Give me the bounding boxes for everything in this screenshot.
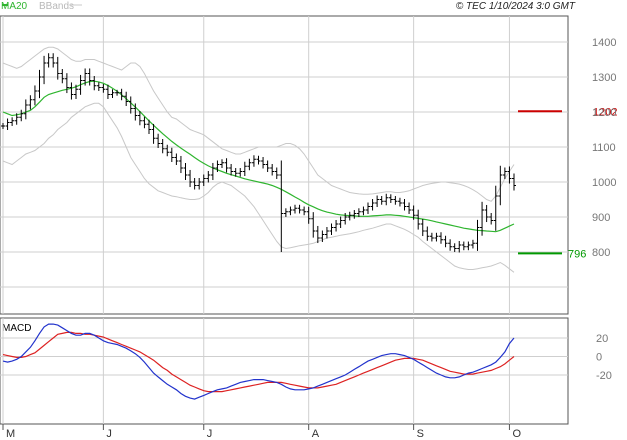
copyright-text: © TEC 1/10/2024 3:0 GMT: [456, 1, 576, 12]
price-grid: [0, 16, 568, 314]
price-tick-label: 1000: [592, 177, 616, 189]
price-panel: 1202 796 1400 1300 1200 1100 1000 900 800: [0, 15, 617, 315]
bband-upper-line: [2, 46, 515, 202]
price-tick-label: 1200: [592, 107, 616, 119]
bbands-legend-label: BBands: [39, 1, 74, 12]
month-label: M: [6, 428, 15, 440]
month-label: J: [207, 428, 213, 440]
month-label: A: [312, 428, 320, 440]
price-tick-label: 900: [592, 212, 610, 224]
ma20-legend-label: MA20: [1, 1, 28, 12]
resistance-label: 1202: [593, 106, 617, 118]
macd-panel: MACD 20 0 -20: [0, 317, 612, 425]
ohlc-bars: [1, 53, 516, 253]
month-label: S: [417, 428, 424, 440]
month-label: J: [106, 428, 112, 440]
month-label: O: [512, 428, 521, 440]
macd-y-axis: 20 0 -20: [596, 333, 612, 382]
macd-tick-label: 0: [596, 352, 602, 364]
support-label: 796: [568, 248, 586, 260]
macd-line: [2, 323, 515, 400]
bollinger-bands: [2, 46, 515, 273]
macd-lines: [2, 323, 515, 400]
macd-grid: [0, 318, 568, 424]
macd-tick-label: -20: [596, 370, 612, 382]
price-y-axis: 1400 1300 1200 1100 1000 900 800: [592, 37, 616, 259]
signal-line: [2, 331, 515, 393]
macd-tick-label: 20: [596, 333, 608, 345]
ma20-polyline: [2, 80, 515, 233]
price-tick-label: 1300: [592, 72, 616, 84]
price-panel-frame: [0, 15, 569, 315]
ma20-line: [2, 80, 515, 233]
macd-title: MACD: [2, 323, 31, 334]
bband-lower-line: [2, 102, 515, 273]
price-tick-label: 1400: [592, 37, 616, 49]
price-tick-label: 800: [592, 247, 610, 259]
price-tick-label: 1100: [592, 142, 616, 154]
support-resistance-levels: 1202 796: [518, 106, 617, 260]
